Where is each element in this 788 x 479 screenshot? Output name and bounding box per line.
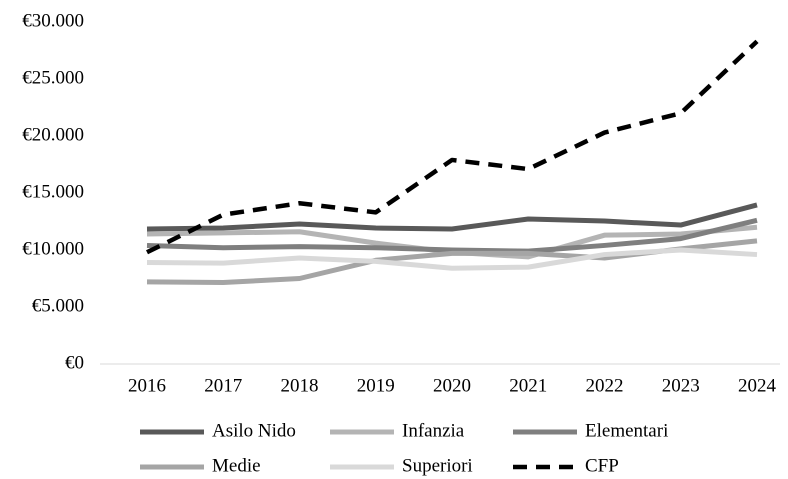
x-tick-label: 2021 bbox=[509, 375, 547, 396]
y-tick-label: €0 bbox=[65, 352, 84, 373]
x-tick-label: 2016 bbox=[128, 375, 166, 396]
x-tick-label: 2024 bbox=[738, 375, 777, 396]
x-tick-label: 2018 bbox=[281, 375, 319, 396]
series-line bbox=[146, 39, 759, 255]
x-tick-label: 2023 bbox=[662, 375, 700, 396]
x-tick-label: 2022 bbox=[586, 375, 624, 396]
y-tick-label: €5.000 bbox=[32, 295, 84, 316]
legend-label: CFP bbox=[585, 455, 619, 476]
legend-label: Asilo Nido bbox=[212, 420, 296, 441]
y-tick-label: €30.000 bbox=[22, 10, 84, 31]
legend-label: Infanzia bbox=[402, 420, 465, 441]
legend-label: Elementari bbox=[585, 420, 668, 441]
x-tick-label: 2017 bbox=[204, 375, 242, 396]
legend-label: Medie bbox=[212, 455, 261, 476]
y-tick-label: €15.000 bbox=[22, 181, 84, 202]
series-line bbox=[146, 247, 758, 271]
y-tick-label: €25.000 bbox=[22, 67, 84, 88]
y-tick-label: €20.000 bbox=[22, 124, 84, 145]
x-tick-label: 2020 bbox=[433, 375, 471, 396]
legend-label: Superiori bbox=[402, 455, 473, 476]
x-tick-label: 2019 bbox=[357, 375, 395, 396]
series-line bbox=[146, 217, 758, 254]
y-tick-label: €10.000 bbox=[22, 238, 84, 259]
series-line bbox=[146, 202, 758, 232]
